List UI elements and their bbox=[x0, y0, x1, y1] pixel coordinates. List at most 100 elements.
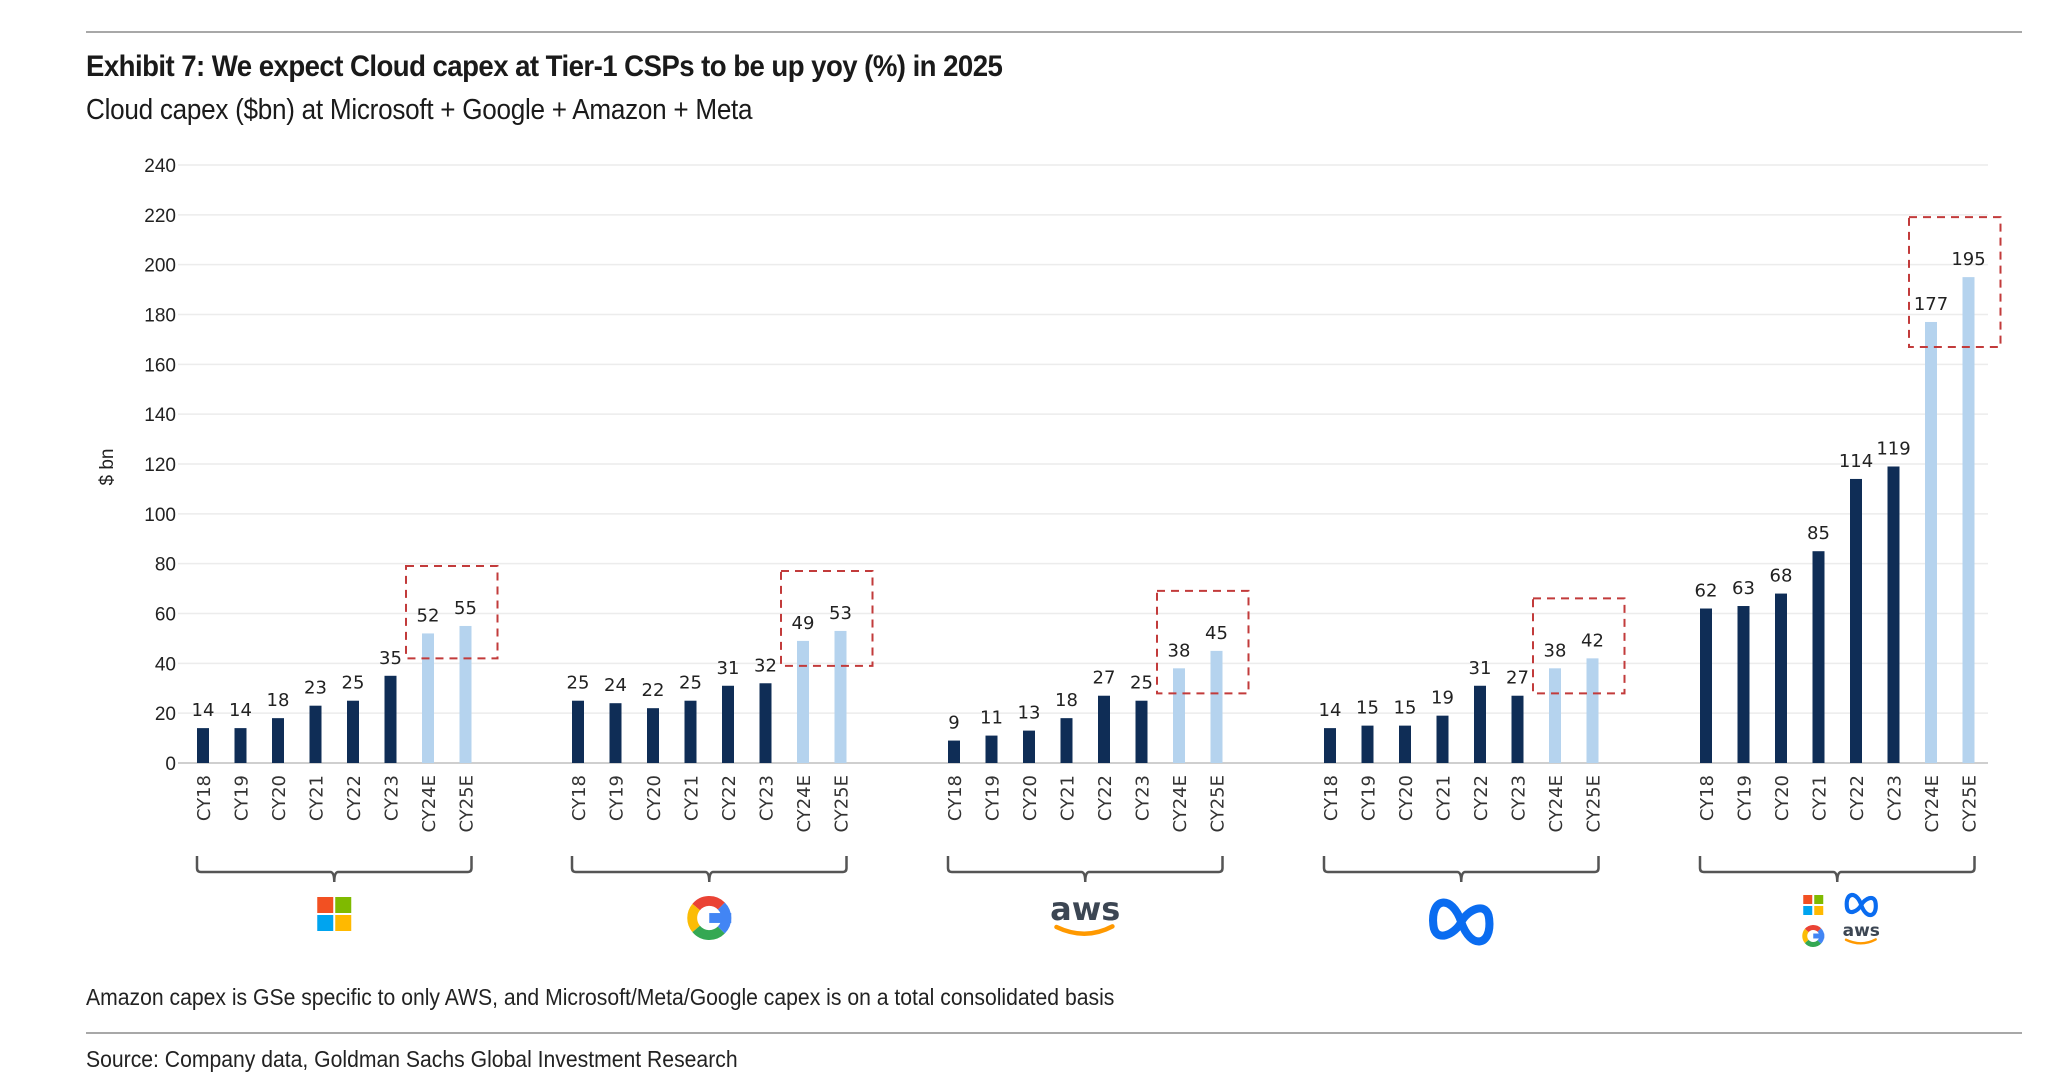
data-label: 119 bbox=[1876, 438, 1910, 459]
microsoft-square bbox=[317, 915, 334, 931]
bar-group-microsoft-logo: 14 CY18 14 CY19 18 CY20 23 CY21 25 CY22 35 CY23 52 CY… bbox=[192, 564, 499, 931]
bar bbox=[1850, 478, 1862, 763]
aws-text: aws bbox=[1050, 890, 1120, 928]
y-tick-label: 240 bbox=[144, 156, 176, 177]
y-tick-label: 200 bbox=[144, 256, 176, 277]
category-label: CY22 bbox=[1095, 775, 1116, 821]
bar bbox=[1135, 700, 1148, 763]
bar bbox=[759, 683, 772, 763]
data-label: 55 bbox=[454, 598, 477, 619]
data-label: 68 bbox=[1770, 566, 1793, 587]
group-brace bbox=[195, 856, 473, 883]
bar bbox=[459, 625, 472, 763]
bar bbox=[647, 708, 659, 763]
data-label: 177 bbox=[1914, 294, 1948, 315]
bar bbox=[684, 700, 697, 763]
y-axis-label: $ bn bbox=[97, 449, 118, 486]
y-tick-label: 120 bbox=[144, 455, 176, 476]
bar bbox=[1173, 668, 1185, 763]
bar-group-combined-logos: 62 CY18 63 CY19 68 CY20 85 CY21 114 CY22 119 CY23 17… bbox=[1695, 216, 2002, 947]
category-label: CY23 bbox=[382, 775, 403, 821]
meta-logo bbox=[1429, 898, 1494, 946]
bar bbox=[1210, 650, 1223, 763]
data-label: 85 bbox=[1807, 523, 1830, 544]
y-tick-label: 140 bbox=[144, 405, 176, 426]
highlight-box bbox=[1908, 216, 2002, 348]
bar bbox=[422, 633, 434, 763]
data-label: 22 bbox=[642, 680, 665, 701]
google-arc bbox=[1802, 928, 1809, 944]
category-label: CY25E bbox=[1584, 775, 1605, 833]
highlight-box bbox=[405, 564, 499, 660]
bar bbox=[985, 735, 998, 763]
google-bar bbox=[709, 913, 732, 923]
data-label: 25 bbox=[1130, 673, 1153, 694]
data-label: 31 bbox=[1469, 658, 1492, 679]
aws-logo: aws bbox=[1050, 890, 1120, 936]
data-label: 14 bbox=[1319, 700, 1342, 721]
microsoft-square bbox=[1814, 906, 1824, 915]
category-label: CY21 bbox=[1810, 775, 1831, 821]
category-label: CY19 bbox=[1359, 775, 1380, 821]
aws-text: aws bbox=[1843, 921, 1880, 941]
group-brace bbox=[1322, 856, 1600, 883]
google-logo bbox=[687, 896, 732, 940]
microsoft-square bbox=[335, 897, 352, 913]
data-label: 38 bbox=[1544, 640, 1567, 661]
data-label: 25 bbox=[679, 673, 702, 694]
bar bbox=[272, 718, 284, 763]
microsoft-square bbox=[335, 915, 352, 931]
y-tick-label: 80 bbox=[155, 555, 176, 576]
top-rule bbox=[86, 31, 2022, 33]
google-arc bbox=[692, 896, 725, 911]
category-label: CY18 bbox=[194, 775, 215, 821]
category-label: CY18 bbox=[1321, 775, 1342, 821]
data-label: 19 bbox=[1431, 688, 1454, 709]
data-label: 114 bbox=[1839, 451, 1873, 472]
category-label: CY23 bbox=[1133, 775, 1154, 821]
category-label: CY22 bbox=[719, 775, 740, 821]
bar-group-meta-logo: 14 CY18 15 CY19 15 CY20 19 CY21 31 CY22 27 CY23 38 CY… bbox=[1319, 597, 1626, 946]
category-label: CY20 bbox=[1396, 775, 1417, 821]
category-label: CY24E bbox=[419, 775, 440, 833]
category-label: CY24E bbox=[1170, 775, 1191, 833]
google-arc bbox=[692, 925, 725, 940]
bar bbox=[1511, 695, 1524, 763]
bar bbox=[1887, 466, 1900, 763]
bar bbox=[948, 740, 960, 763]
bar bbox=[1436, 715, 1449, 763]
bottom-rule bbox=[86, 1032, 2022, 1034]
category-label: CY18 bbox=[569, 775, 590, 821]
data-label: 15 bbox=[1356, 698, 1379, 719]
bar bbox=[1361, 725, 1374, 763]
category-label: CY21 bbox=[682, 775, 703, 821]
category-label: CY23 bbox=[1885, 775, 1906, 821]
data-label: 195 bbox=[1951, 249, 1985, 270]
bar bbox=[384, 675, 397, 763]
footnote: Amazon capex is GSe specific to only AWS… bbox=[86, 984, 1115, 1010]
bar bbox=[1023, 730, 1035, 763]
category-label: CY18 bbox=[1697, 775, 1718, 821]
bar bbox=[1700, 608, 1712, 763]
y-tick-label: 160 bbox=[144, 355, 176, 376]
source-note: Source: Company data, Goldman Sachs Glob… bbox=[86, 1046, 738, 1072]
category-label: CY20 bbox=[1020, 775, 1041, 821]
y-tick-label: 220 bbox=[144, 206, 176, 227]
chart-title: Exhibit 7: We expect Cloud capex at Tier… bbox=[86, 50, 1003, 83]
highlight-box bbox=[780, 569, 874, 667]
data-label: 38 bbox=[1168, 640, 1191, 661]
bar bbox=[1737, 606, 1750, 763]
bar bbox=[1925, 321, 1937, 763]
category-label: CY22 bbox=[1847, 775, 1868, 821]
y-tick-label: 20 bbox=[155, 704, 176, 725]
google-bar bbox=[1813, 933, 1825, 939]
bar bbox=[309, 705, 322, 763]
data-label: 9 bbox=[948, 713, 959, 734]
category-label: CY21 bbox=[1434, 775, 1455, 821]
microsoft-square bbox=[1803, 906, 1813, 915]
group-brace bbox=[570, 856, 848, 883]
data-label: 53 bbox=[829, 603, 852, 624]
category-label: CY18 bbox=[945, 775, 966, 821]
category-label: CY19 bbox=[232, 775, 253, 821]
group-brace bbox=[946, 856, 1224, 883]
